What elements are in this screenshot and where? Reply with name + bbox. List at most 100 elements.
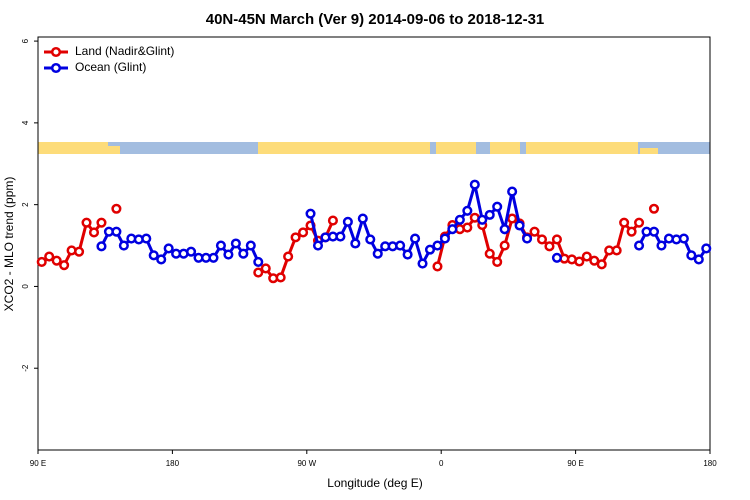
point xyxy=(469,179,480,190)
point xyxy=(417,258,428,269)
point xyxy=(477,214,488,225)
point xyxy=(447,224,458,235)
point xyxy=(357,213,368,224)
y-tick-label: 6 xyxy=(21,38,30,43)
point xyxy=(342,216,353,227)
point xyxy=(462,205,473,216)
point xyxy=(536,234,548,245)
point xyxy=(529,226,540,237)
point xyxy=(44,251,55,262)
surface-strip xyxy=(38,142,710,154)
point xyxy=(462,222,473,233)
point xyxy=(36,256,47,267)
point xyxy=(484,248,495,259)
point xyxy=(634,217,645,228)
point xyxy=(111,203,122,214)
point xyxy=(51,255,62,266)
x-tick-label: 90 W xyxy=(297,459,316,468)
point xyxy=(81,217,92,228)
point xyxy=(499,224,510,235)
point xyxy=(253,267,264,278)
point xyxy=(96,241,107,252)
legend-label: Ocean (Glint) xyxy=(75,60,146,74)
point xyxy=(634,240,645,251)
point xyxy=(589,255,600,266)
point xyxy=(290,232,301,243)
point xyxy=(544,241,555,252)
point xyxy=(74,246,85,257)
point xyxy=(596,259,607,270)
point xyxy=(186,246,197,257)
point xyxy=(372,248,383,259)
point xyxy=(111,226,122,237)
point xyxy=(253,256,264,267)
y-tick-label: 2 xyxy=(21,202,30,207)
point xyxy=(96,217,107,228)
point xyxy=(432,240,443,251)
y-axis-label: XCO2 - MLO trend (ppm) xyxy=(2,177,16,312)
point xyxy=(499,240,510,251)
y-tick-label: -2 xyxy=(21,364,30,372)
point xyxy=(424,244,436,255)
point xyxy=(454,214,465,225)
point xyxy=(148,250,159,261)
point xyxy=(551,252,562,263)
point xyxy=(118,240,129,251)
x-tick-label: 90 E xyxy=(30,459,46,468)
point xyxy=(656,240,667,251)
point xyxy=(298,227,309,238)
point xyxy=(141,233,152,244)
x-axis-label: Longitude (deg E) xyxy=(327,476,422,490)
point xyxy=(522,233,533,244)
point xyxy=(215,240,226,251)
point xyxy=(335,231,346,242)
point xyxy=(402,249,413,260)
point xyxy=(551,234,562,245)
point xyxy=(238,248,249,259)
plot-frame xyxy=(37,36,711,451)
point xyxy=(693,254,704,265)
point xyxy=(208,252,219,263)
point xyxy=(611,245,622,256)
point xyxy=(395,240,406,251)
y-tick-label: 0 xyxy=(21,284,30,289)
point xyxy=(156,254,167,265)
point xyxy=(507,186,518,197)
x-tick-label: 90 E xyxy=(567,459,583,468)
point xyxy=(305,208,316,219)
point xyxy=(432,261,443,272)
point xyxy=(492,201,503,212)
point xyxy=(514,220,525,231)
point xyxy=(350,238,361,249)
point xyxy=(686,250,697,261)
point xyxy=(484,209,495,220)
point xyxy=(701,243,712,254)
point xyxy=(648,203,660,214)
point xyxy=(365,234,376,245)
point xyxy=(492,256,503,267)
point xyxy=(88,227,100,238)
point xyxy=(230,238,241,249)
x-tick-label: 180 xyxy=(703,459,717,468)
point xyxy=(678,233,689,244)
point xyxy=(626,226,637,237)
point xyxy=(260,263,271,274)
point xyxy=(223,249,234,260)
point xyxy=(312,240,324,251)
point xyxy=(619,217,630,228)
chart-title: 40N-45N March (Ver 9) 2014-09-06 to 2018… xyxy=(206,11,545,28)
point xyxy=(59,260,70,271)
point xyxy=(245,240,256,251)
point xyxy=(163,243,174,254)
point xyxy=(648,226,660,237)
point xyxy=(574,256,585,267)
point xyxy=(410,233,421,244)
legend-marker xyxy=(50,46,62,58)
y-tick-label: 4 xyxy=(21,120,30,125)
x-tick-label: 0 xyxy=(439,459,444,468)
legend-label: Land (Nadir&Glint) xyxy=(75,44,174,58)
point xyxy=(581,251,592,262)
x-tick-label: 180 xyxy=(166,459,180,468)
point xyxy=(275,272,286,283)
